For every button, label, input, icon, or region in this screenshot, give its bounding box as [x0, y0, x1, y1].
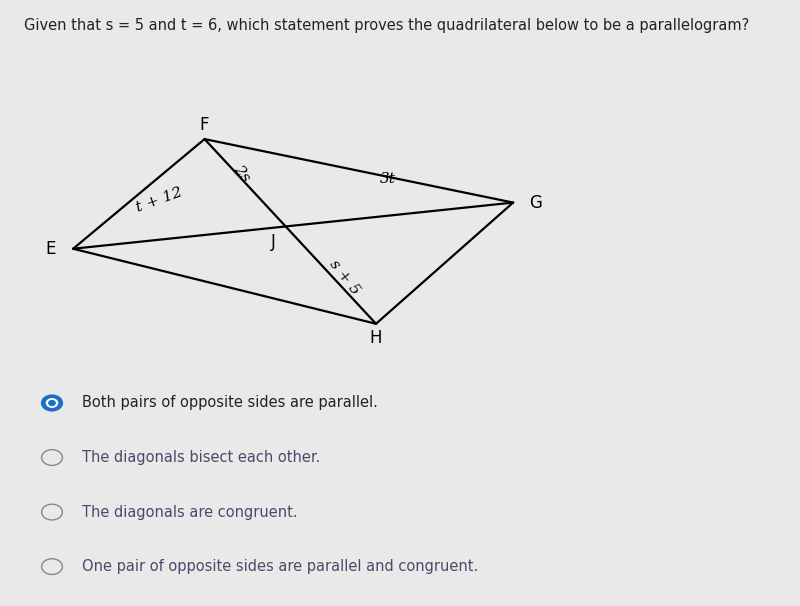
Text: t + 12: t + 12: [134, 185, 184, 215]
Text: E: E: [45, 240, 55, 258]
Text: H: H: [370, 329, 382, 347]
Text: 2s: 2s: [230, 162, 253, 185]
Text: Both pairs of opposite sides are parallel.: Both pairs of opposite sides are paralle…: [82, 396, 378, 410]
Text: The diagonals are congruent.: The diagonals are congruent.: [82, 505, 298, 519]
Text: 3t: 3t: [379, 173, 395, 187]
Text: F: F: [200, 116, 210, 134]
Text: s + 5: s + 5: [326, 258, 362, 298]
Text: Given that s = 5 and t = 6, which statement proves the quadrilateral below to be: Given that s = 5 and t = 6, which statem…: [24, 18, 750, 33]
Text: The diagonals bisect each other.: The diagonals bisect each other.: [82, 450, 321, 465]
Text: J: J: [270, 233, 275, 250]
Text: One pair of opposite sides are parallel and congruent.: One pair of opposite sides are parallel …: [82, 559, 478, 574]
Text: G: G: [530, 193, 542, 211]
